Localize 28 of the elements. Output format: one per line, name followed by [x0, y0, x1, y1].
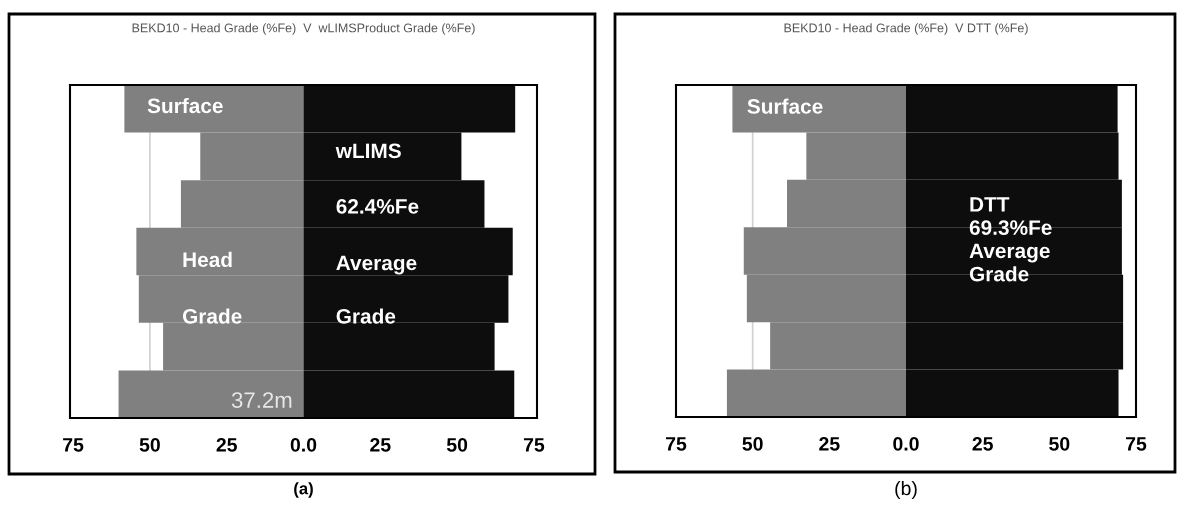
- x-tick-label: 75: [63, 438, 84, 452]
- text: (a): [294, 482, 313, 498]
- annotation: Surface: [147, 97, 223, 114]
- x-tick-label: 50: [139, 437, 160, 452]
- x-tick-label: 50: [1049, 436, 1070, 451]
- annotation: Surface: [747, 98, 823, 114]
- text: (b): [895, 480, 917, 500]
- x-tick-label: 25: [216, 437, 237, 452]
- x-tick-label: 75: [523, 438, 545, 452]
- annotation: DTT 69.3%Fe Average Grade: [969, 197, 1052, 282]
- x-tick-label: 25: [819, 436, 840, 451]
- annotation: 62.4%Fe: [336, 199, 419, 214]
- x-tick-label: 75: [1126, 437, 1147, 451]
- annotation: Average: [336, 255, 417, 275]
- x-tick-label: 25: [370, 437, 391, 452]
- chart-title: BEKD10 - Head Grade (%Fe) V wLIMSProduct Grade (%Fe): [132, 23, 475, 35]
- x-tick-label: 25: [972, 436, 993, 451]
- annotation: 37.2m: [231, 392, 292, 408]
- annotation: Head: [183, 251, 232, 268]
- x-tick-label: 50: [446, 437, 468, 452]
- annotation: Grade: [336, 308, 396, 324]
- x-tick-label: 0.0: [290, 437, 317, 452]
- annotation: wLIMS: [335, 143, 401, 159]
- x-tick-label: 50: [742, 436, 763, 451]
- x-tick-label: 75: [666, 437, 687, 451]
- chart-title: BEKD10 - Head Grade (%Fe) V DTT (%Fe): [784, 23, 1028, 35]
- x-tick-label: 0.0: [893, 436, 919, 451]
- annotation: Grade: [182, 308, 242, 324]
